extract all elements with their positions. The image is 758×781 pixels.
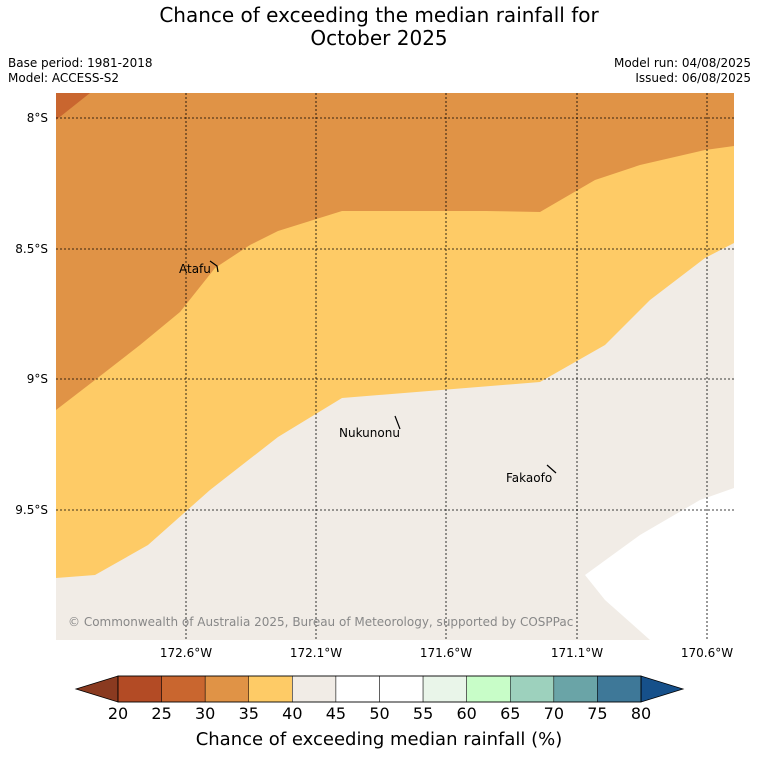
colorbar-tick-label: 35: [238, 704, 259, 723]
place-nukunonu: Nukunonu: [339, 426, 400, 440]
colorbar-tick-label: 60: [456, 704, 477, 723]
lon-label-171-1w: 171.1°W: [550, 646, 604, 660]
fakaofo-atoll: [546, 464, 557, 474]
colorbar-tick-label: 65: [500, 704, 521, 723]
colorbar-swatch: [248, 675, 293, 703]
colorbar-swatch: [379, 675, 424, 703]
colorbar-tick-label: 55: [412, 704, 434, 723]
colorbar-frame: [117, 675, 642, 703]
model-run: Model run: 04/08/2025: [613, 56, 751, 70]
colorbar-tick-label: 45: [325, 704, 347, 723]
colorbar-swatch: [553, 675, 598, 703]
lat-label-9s: 9°S: [26, 372, 48, 386]
band-30-35: [56, 93, 734, 410]
place-fakaofo: Fakaofo: [506, 471, 552, 485]
lon-label-171-6w: 171.6°W: [419, 646, 473, 660]
lon-label-172-6w: 172.6°W: [159, 646, 213, 660]
atafu-atoll: [209, 260, 219, 273]
colorbar-tick-label: 30: [194, 704, 216, 723]
colorbar-tick-label: 75: [587, 704, 608, 723]
meta-left: Base period: 1981-2018 Model: ACCESS-S2: [8, 56, 153, 86]
colorbar-under-arrow: [74, 675, 119, 703]
chart-title: Chance of exceeding the median rainfall …: [0, 4, 758, 50]
colorbar-tick-label: 20: [107, 704, 129, 723]
colorbar-tick-label: 25: [151, 704, 172, 723]
band-25-30: [56, 93, 90, 120]
copyright-note: © Commonwealth of Australia 2025, Bureau…: [68, 615, 573, 629]
colorbar-swatch: [422, 675, 467, 703]
base-period: Base period: 1981-2018: [8, 56, 153, 70]
model-name: Model: ACCESS-S2: [8, 71, 120, 85]
nukunonu-atoll: [394, 415, 401, 430]
title-line-2: October 2025: [310, 26, 448, 50]
meta-right: Model run: 04/08/2025 Issued: 06/08/2025: [614, 56, 751, 86]
colorbar: [74, 675, 685, 703]
place-atafu: Atafu: [179, 262, 211, 276]
colorbar-swatch: [204, 675, 250, 703]
lat-label-8s: 8°S: [26, 111, 48, 125]
lat-label-8-5s: 8.5°S: [15, 242, 48, 256]
lon-label-170-6w: 170.6°W: [680, 646, 734, 660]
colorbar-over-arrow: [640, 675, 685, 703]
land-white-area: [585, 488, 734, 640]
lat-label-9-5s: 9.5°S: [15, 503, 48, 517]
colorbar-tick-label: 50: [369, 704, 390, 723]
colorbar-label: Chance of exceeding median rainfall (%): [195, 729, 563, 750]
atoll-marks: [209, 260, 557, 474]
colorbar-swatch: [117, 675, 162, 703]
colorbar-swatch: [510, 675, 555, 703]
colorbar-swatch: [335, 675, 380, 703]
colorbar-swatch: [597, 675, 642, 703]
colorbar-tick-label: 70: [543, 704, 565, 723]
colorbar-swatch: [161, 675, 206, 703]
graticule: [56, 93, 734, 640]
title-line-1: Chance of exceeding the median rainfall …: [159, 3, 599, 27]
lon-label-172-1w: 172.1°W: [289, 646, 343, 660]
colorbar-swatch: [292, 675, 337, 703]
colorbar-tick-label: 40: [282, 704, 303, 723]
colorbar-swatch: [466, 675, 511, 703]
colorbar-tick-label: 80: [630, 704, 652, 723]
issued-date: Issued: 06/08/2025: [635, 71, 751, 85]
